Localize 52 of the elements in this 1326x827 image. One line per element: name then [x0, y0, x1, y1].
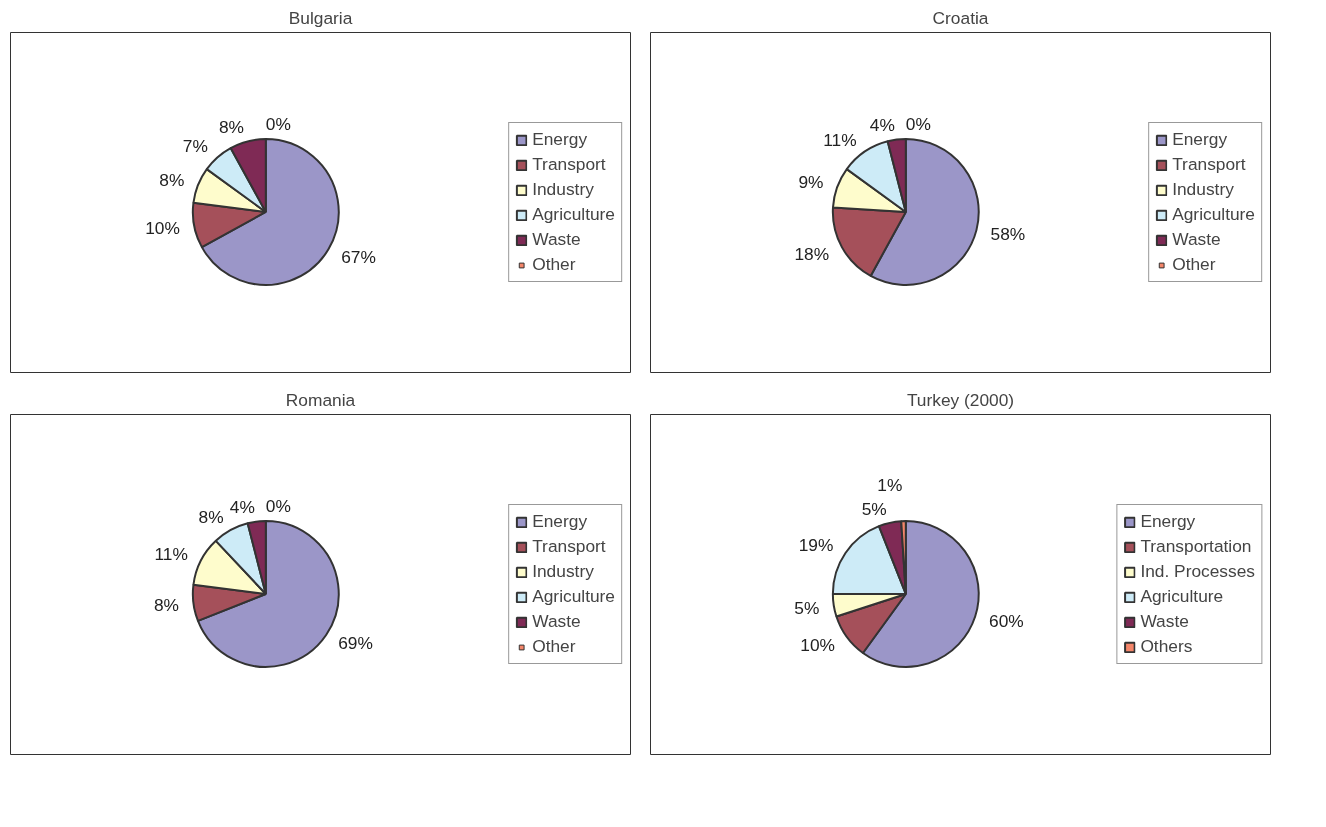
data-label: 4%: [869, 115, 895, 136]
text: 0%: [905, 114, 931, 135]
data-label: 11%: [154, 544, 188, 565]
legend-label: Others: [1140, 636, 1193, 657]
legend-label: Other: [532, 636, 576, 657]
legend-label: Waste: [1172, 229, 1221, 250]
legend-label: Ind. Processes: [1140, 561, 1255, 582]
legend-label: Other: [532, 254, 576, 275]
legend-label: Waste: [1140, 611, 1189, 632]
legend-label: Energy: [1140, 511, 1196, 532]
data-label: 58%: [990, 223, 1026, 244]
data-label: 8%: [198, 507, 224, 528]
legend-label: Industry: [532, 179, 594, 200]
data-label: 7%: [182, 136, 208, 157]
legend-label: Transport: [532, 536, 606, 557]
data-label: 9%: [798, 172, 824, 193]
chart-title: Romania: [285, 389, 356, 410]
data-label: 5%: [861, 498, 887, 519]
legend-label: Agriculture: [532, 204, 615, 225]
data-label: 10%: [145, 218, 180, 239]
data-label: 11%: [823, 129, 857, 150]
text: 0%: [265, 114, 291, 135]
legend-label: Transportation: [1140, 536, 1252, 557]
data-label: 5%: [794, 597, 820, 618]
data-label: 69%: [338, 633, 373, 654]
legend-label: Energy: [532, 511, 588, 532]
chart-title: Bulgaria: [288, 7, 353, 28]
legend-label: Industry: [532, 561, 594, 582]
data-label: 60%: [989, 611, 1024, 632]
data-label: 10%: [800, 635, 835, 656]
legend-label: Agriculture: [532, 586, 615, 607]
legend-label: Waste: [532, 229, 581, 250]
data-label: 8%: [159, 169, 185, 190]
legend-label: Other: [1172, 254, 1216, 275]
legend-label: Energy: [532, 129, 588, 150]
data-label: 8%: [218, 117, 245, 138]
text: 0%: [265, 496, 291, 517]
data-label: 4%: [229, 497, 255, 518]
legend-label: Agriculture: [1140, 586, 1224, 607]
data-label: 18%: [794, 244, 830, 265]
data-label: 67%: [341, 246, 376, 267]
legend-label: Energy: [1172, 129, 1228, 150]
legend-label: Transport: [1172, 154, 1246, 175]
data-label: 1%: [877, 474, 903, 495]
legend-label: Transport: [532, 154, 606, 175]
chart-title: Turkey (2000): [906, 389, 1015, 410]
chart-title: Croatia: [932, 7, 989, 28]
legend-label: Industry: [1172, 179, 1234, 200]
data-label: 19%: [798, 534, 834, 555]
data-label: 8%: [153, 594, 179, 615]
legend-label: Agriculture: [1172, 204, 1255, 225]
legend-label: Waste: [532, 611, 581, 632]
